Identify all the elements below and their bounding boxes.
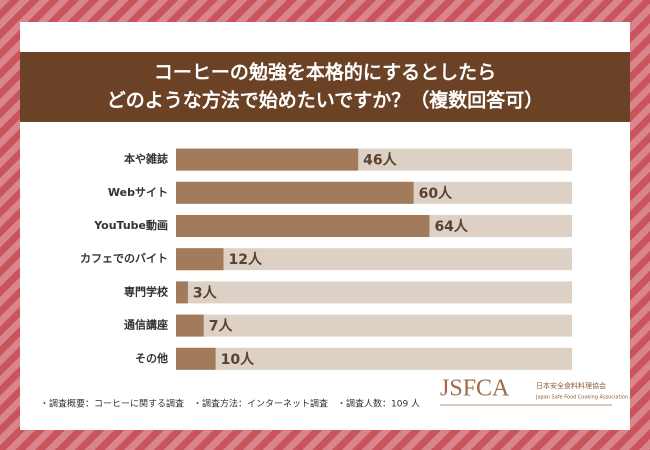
value-label: 10人 [221,351,255,368]
bar-track [176,248,572,271]
title-band [20,52,630,122]
bar [176,248,224,271]
category-label: 本や雑誌 [124,152,168,166]
footnote: ・調査概要：コーヒーに関する調査 ・調査方法：インターネット調査 ・調査人数：1… [40,398,420,410]
value-label: 3人 [193,284,218,301]
logo-name-en: Japan Safe Food Cooking Association [535,395,628,401]
bar-track [176,281,572,304]
bar [176,215,430,237]
value-label: 64人 [434,218,468,235]
category-label: Webサイト [108,186,168,199]
logo-mark: JSFCA [440,376,510,402]
chart-title: どのような方法で始めたいですか？（複数回答可） [107,89,543,112]
category-label: 通信講座 [124,318,168,332]
category-label: 専門学校 [124,284,169,298]
chart-title: コーヒーの勉強を本格的にするとしたら [154,61,496,84]
bar [176,181,414,204]
bar [176,314,204,337]
value-label: 46人 [363,152,397,169]
category-label: その他 [135,351,168,365]
value-label: 60人 [419,185,453,202]
bar [176,281,188,304]
bar-track [176,347,572,370]
logo-name: 日本安全食料料理協会 [536,381,606,390]
bar-track [176,314,572,337]
value-label: 12人 [229,251,263,268]
bar [176,347,216,370]
category-label: YouTube動画 [93,218,168,232]
category-label: カフェでのバイト [80,252,168,265]
value-label: 7人 [209,318,234,335]
bar [176,148,359,171]
